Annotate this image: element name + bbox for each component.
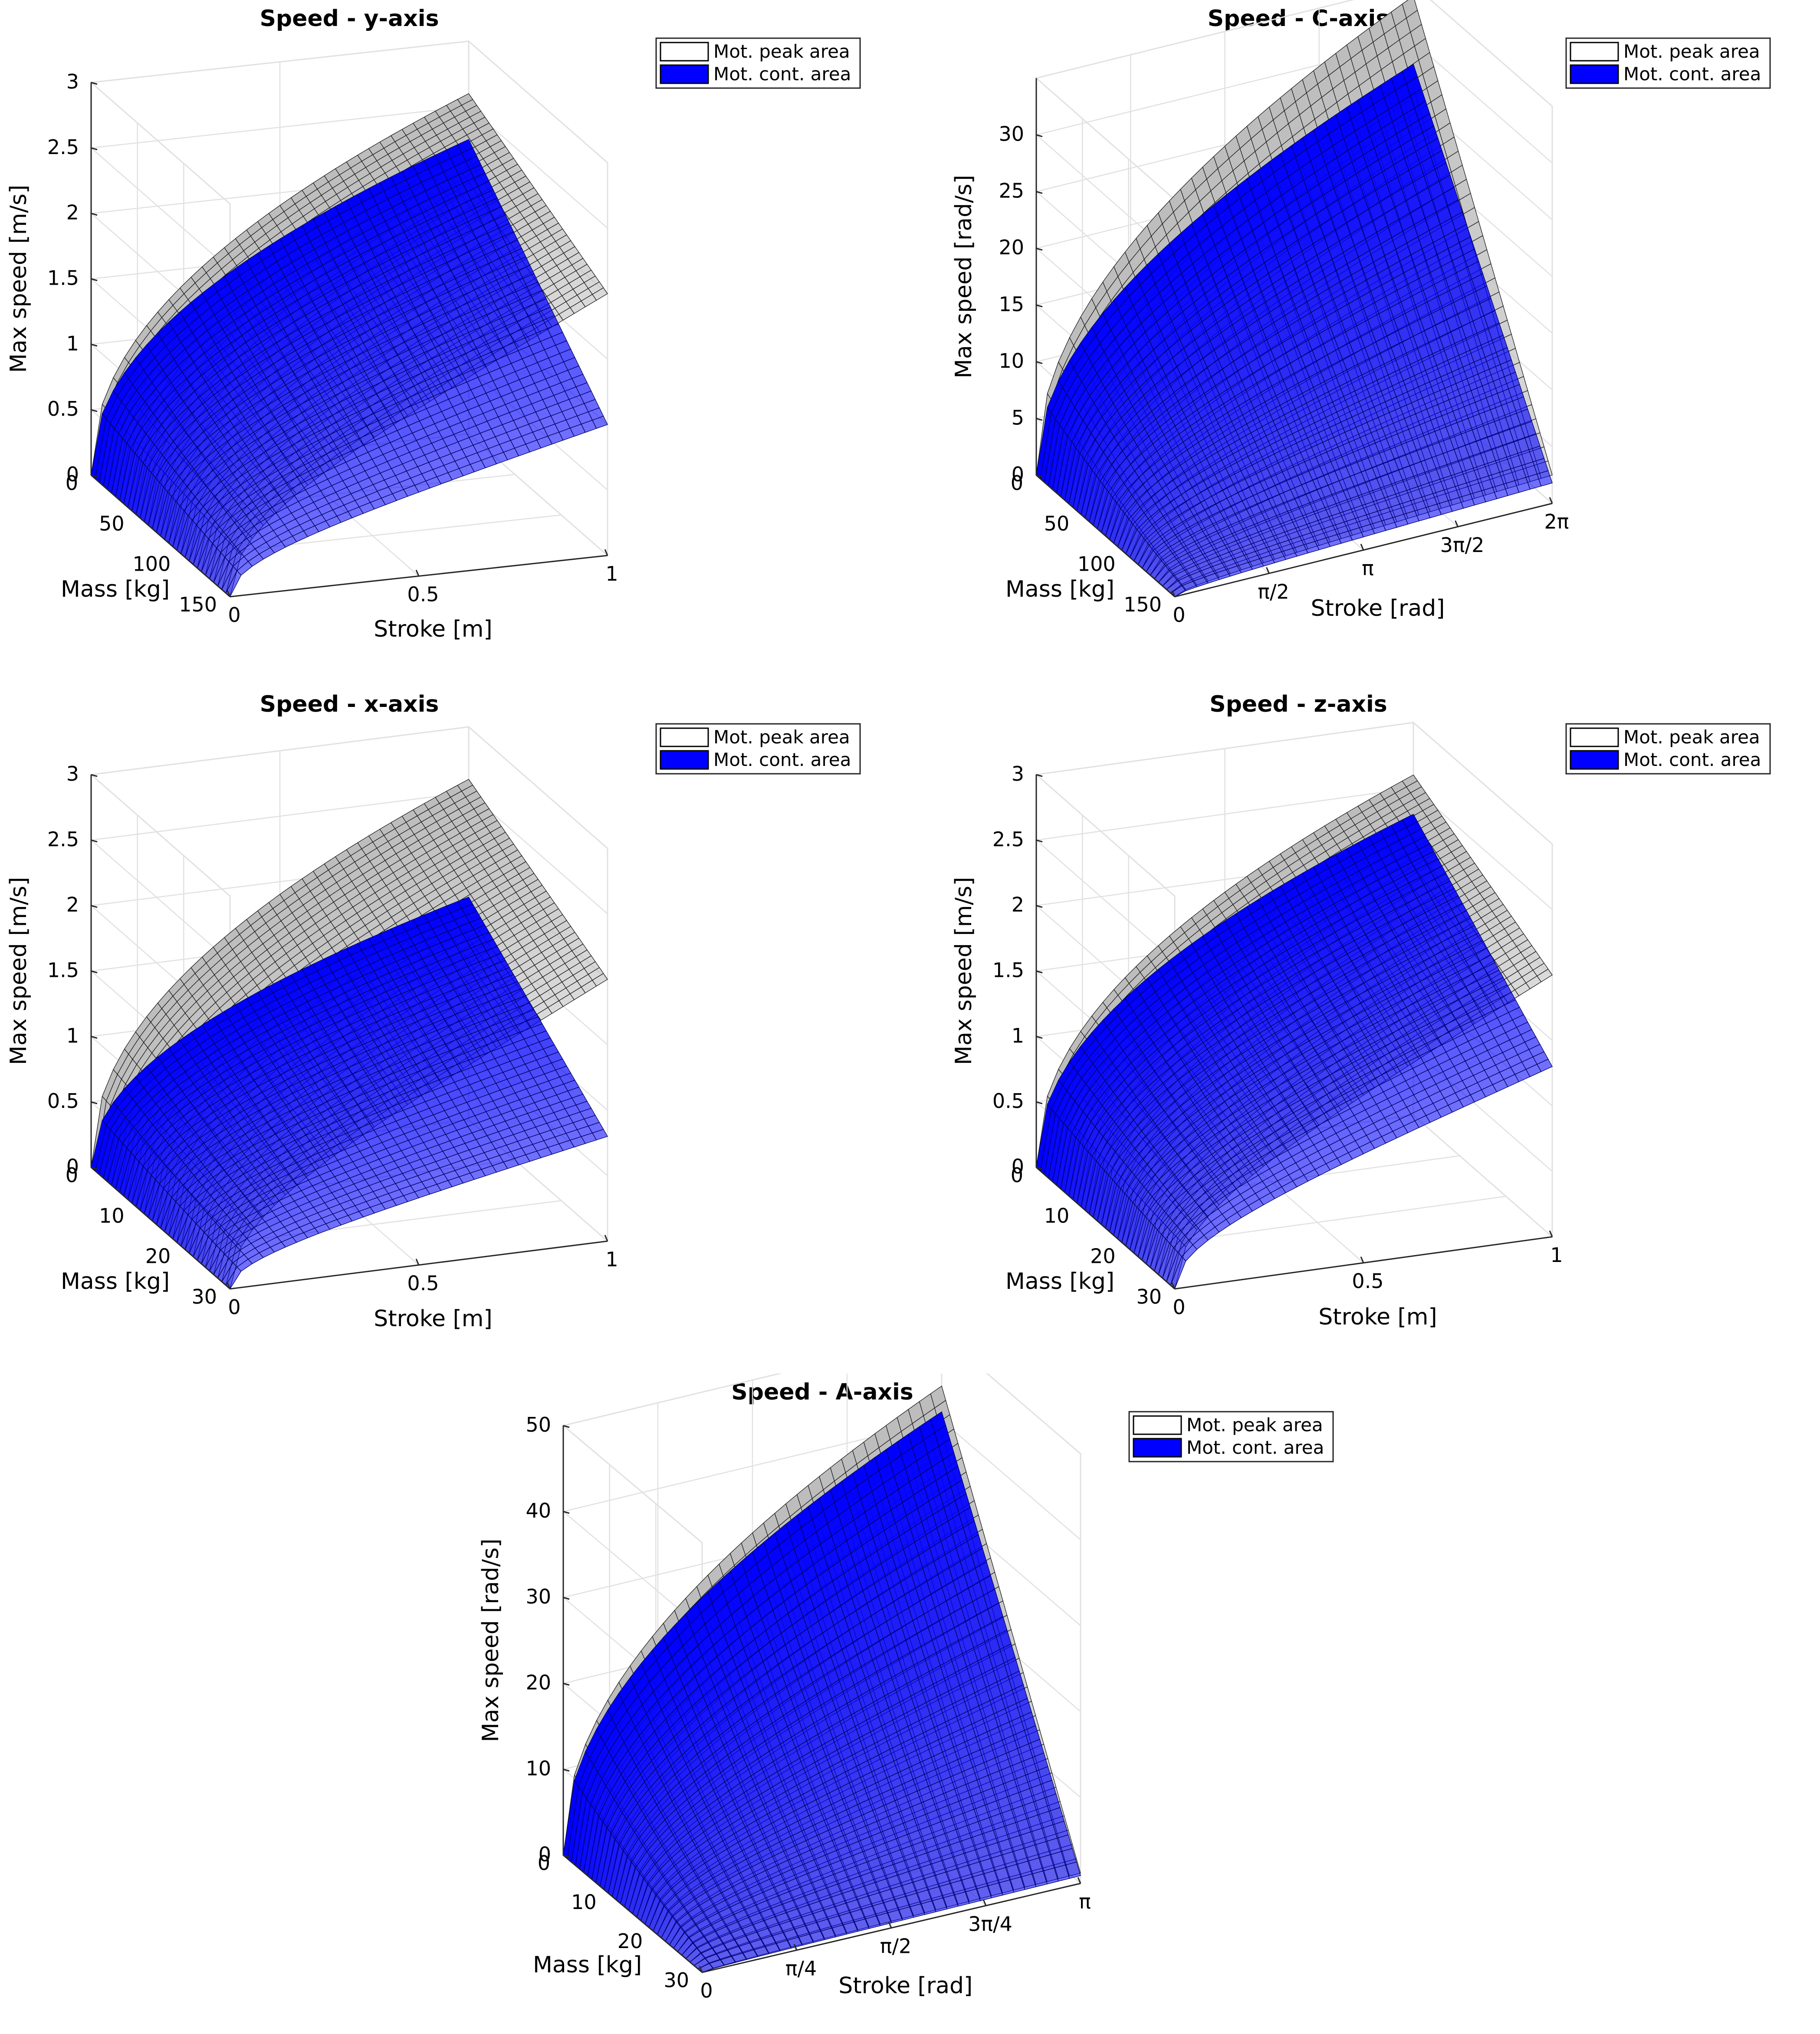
z-tick-mark — [91, 343, 98, 347]
z-axis-label: Max speed [m/s] — [6, 185, 32, 373]
x-tick-mark — [227, 590, 231, 597]
x-tick-label: π/2 — [1258, 580, 1289, 603]
chart-panel-y-axis: Speed - y-axis 0 0.5 1 1.5 2 2.5 3 0 50 100 150 0 0.5… — [6, 6, 861, 642]
z-tick-label: 2 — [66, 201, 79, 224]
chart-title: Speed - y-axis — [260, 6, 439, 32]
z-tick-label: 3 — [66, 70, 79, 93]
legend-label-peak: Mot. peak area — [1623, 41, 1760, 62]
z-tick-mark — [91, 147, 98, 151]
legend-label-cont: Mot. cont. area — [713, 63, 851, 85]
surface-cont — [1036, 64, 1553, 597]
z-tick-mark — [1036, 191, 1043, 194]
surface-peak-cell — [592, 287, 608, 301]
chart-title: Speed - C-axis — [1208, 6, 1390, 32]
x-tick-mark — [1171, 590, 1176, 597]
y-tick-label: 150 — [179, 593, 217, 616]
z-tick-mark — [91, 474, 98, 478]
y-axis-label: Mass [kg] — [1005, 576, 1114, 602]
z-tick-mark — [1036, 361, 1043, 365]
x-axis-label: Stroke [m] — [374, 616, 492, 642]
z-tick-mark — [91, 409, 98, 412]
z-tick-label: 15 — [999, 292, 1024, 316]
y-tick-label: 150 — [1124, 593, 1162, 616]
y-axis-label: Mass [kg] — [61, 576, 170, 602]
x-tick-label: π — [1362, 557, 1374, 580]
legend-swatch-peak — [1570, 42, 1619, 62]
z-tick-label: 0 — [1012, 463, 1024, 486]
y-axis-line — [91, 474, 230, 598]
z-tick-label: 10 — [999, 349, 1024, 373]
surface-cont-cell — [1537, 470, 1553, 486]
legend-swatch-cont — [1570, 64, 1619, 84]
z-tick-mark — [1036, 304, 1043, 308]
chart-title: Speed - x-axis — [260, 691, 439, 717]
x-tick-label: 0.5 — [407, 583, 439, 606]
legend-swatch-peak — [660, 42, 709, 62]
z-tick-mark — [1036, 474, 1043, 478]
z-tick-label: 5 — [1012, 406, 1024, 429]
y-tick-label: 0 — [1011, 471, 1023, 495]
x-tick-mark — [604, 549, 608, 556]
z-tick-label: 0 — [66, 463, 79, 486]
surface-cont-cell — [592, 416, 608, 429]
y-tick-label: 100 — [133, 552, 171, 576]
legend-label-peak: Mot. peak area — [713, 41, 850, 62]
z-tick-label: 1.5 — [47, 266, 79, 290]
y-tick-label: 100 — [1078, 552, 1116, 576]
x-tick-label: 2π — [1544, 510, 1569, 533]
y-tick-label: 0 — [66, 471, 78, 495]
y-tick-label: 50 — [99, 512, 125, 535]
z-tick-mark — [91, 82, 98, 85]
x-tick-mark — [415, 569, 420, 577]
z-tick-mark — [1036, 134, 1043, 138]
z-tick-mark — [1036, 247, 1043, 251]
x-tick-mark — [1266, 567, 1270, 574]
legend-label-cont: Mot. cont. area — [1623, 63, 1761, 85]
z-tick-label: 0.5 — [47, 397, 79, 421]
y-tick-label: 50 — [1044, 512, 1070, 535]
x-tick-label: 0 — [228, 603, 240, 627]
chart-panel-C-axis: Speed - C-axis 0 5 10 15 20 25 30 0 50 100 150 0 π/2 π… — [951, 0, 1771, 627]
x-tick-mark — [1455, 520, 1459, 527]
z-tick-mark — [1036, 417, 1043, 421]
x-tick-mark — [1360, 543, 1364, 551]
y-axis-line — [1036, 474, 1175, 598]
x-tick-mark — [1549, 497, 1553, 504]
z-tick-mark — [91, 213, 98, 216]
z-axis-label: Max speed [rad/s] — [951, 175, 977, 378]
z-tick-label: 30 — [999, 122, 1024, 146]
surface-cont — [91, 139, 608, 598]
z-tick-mark — [91, 278, 98, 281]
legend-swatch-cont — [660, 64, 709, 84]
z-tick-label: 2.5 — [47, 135, 79, 159]
z-tick-label: 1 — [66, 332, 79, 355]
x-tick-label: 1 — [605, 562, 618, 585]
x-tick-label: 0 — [1173, 603, 1185, 627]
x-axis-label: Stroke [rad] — [1311, 595, 1445, 621]
z-tick-label: 20 — [999, 236, 1024, 259]
x-tick-label: 3π/2 — [1440, 533, 1485, 557]
z-tick-label: 25 — [999, 179, 1024, 202]
